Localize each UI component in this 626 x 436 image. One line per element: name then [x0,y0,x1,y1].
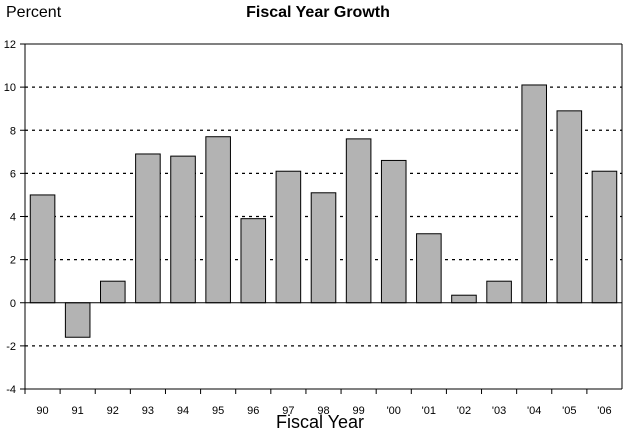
bar [416,233,442,304]
y-tick-label: -4 [6,384,16,396]
x-tick-label: '01 [422,405,436,417]
y-tick-label: 10 [4,82,16,94]
bar [64,302,91,338]
x-tick-label: 91 [72,405,84,417]
x-tick-label: '03 [492,405,506,417]
chart-title: Fiscal Year Growth [246,4,390,21]
y-tick-label: 12 [4,39,16,51]
y-tick-label: 6 [10,168,16,180]
x-tick-label: 92 [107,405,119,417]
y-tick-label: -2 [6,341,16,353]
y-tick-label: 4 [10,212,16,224]
x-tick-label: '06 [597,405,611,417]
x-tick-label: '04 [527,405,541,417]
bar [275,170,302,304]
x-tick-label: 90 [36,405,48,417]
bar [29,194,56,304]
x-tick-label: 96 [247,405,259,417]
x-tick-label: '05 [562,405,576,417]
x-tick-label: 95 [212,405,224,417]
bar [100,280,126,304]
x-axis-label: Fiscal Year [275,412,365,432]
x-tick-label: '00 [387,405,401,417]
bar [486,280,512,304]
y-axis-label: Percent [6,4,62,21]
bar [205,136,231,304]
y-tick-label: 0 [10,298,16,310]
bar [451,294,477,304]
y-tick-label: 8 [10,125,16,137]
y-tick-label: 2 [10,255,16,267]
bar [310,192,337,304]
bar [556,110,583,304]
x-tick-label: 93 [142,405,154,417]
bar [135,153,161,304]
bar [345,138,372,304]
x-tick-label: 99 [352,405,364,417]
x-tick-label: '02 [457,405,471,417]
bar [521,84,547,304]
x-tick-label: 94 [177,405,189,417]
x-tick-label: 98 [317,405,329,417]
x-tick-label: 97 [282,405,294,417]
bar [240,218,267,304]
bar [380,159,407,304]
bar [591,170,618,304]
bar [170,155,196,304]
